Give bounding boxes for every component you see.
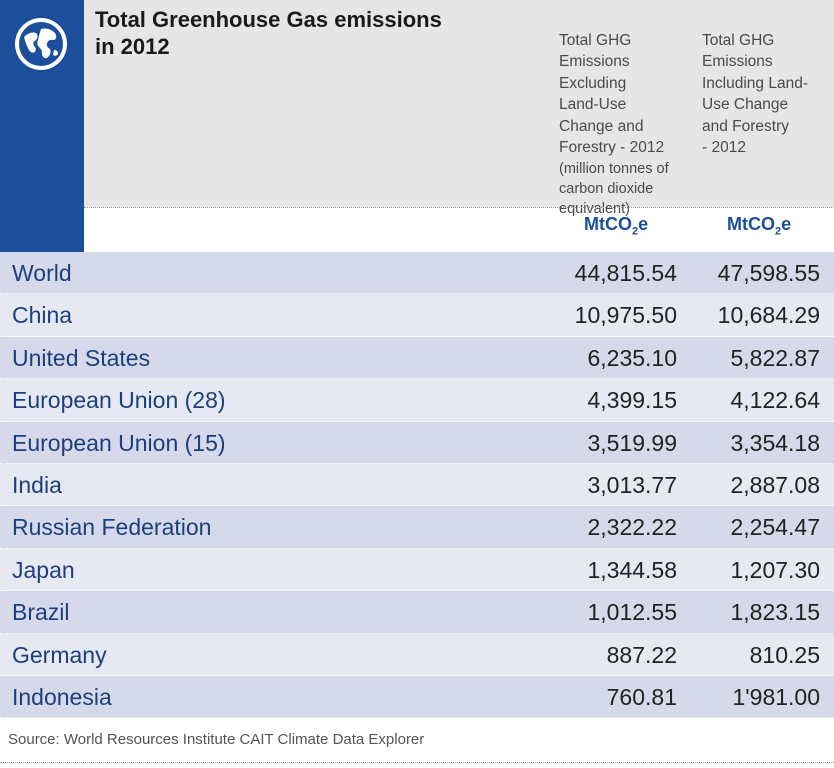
table-row: Indonesia 760.81 1'981.00 — [0, 675, 834, 719]
value-including-lucf: 3,354.18 — [730, 429, 820, 456]
value-including-lucf: 47,598.55 — [717, 260, 820, 286]
value-including-lucf: 5,822.87 — [730, 344, 820, 371]
table-header — [0, 0, 834, 207]
source-note: Source: World Resources Institute CAIT C… — [8, 731, 425, 748]
value-including-lucf: 10,684.29 — [717, 302, 820, 329]
value-including-lucf: 1,207.30 — [730, 556, 820, 583]
brand-bar — [0, 0, 84, 252]
table-row: World 44,815.54 47,598.55 — [0, 252, 834, 295]
table-row: Germany 887.22 810.25 — [0, 633, 834, 676]
country-name: Japan — [12, 556, 75, 583]
table-row: Russian Federation 2,322.22 2,254.47 — [0, 506, 834, 549]
country-name: European Union (15) — [12, 429, 226, 456]
country-name: India — [12, 471, 62, 498]
globe-icon — [15, 18, 67, 70]
table-row: China 10,975.50 10,684.29 — [0, 294, 834, 337]
value-excluding-lucf: 887.22 — [606, 641, 677, 668]
value-including-lucf: 1'981.00 — [732, 683, 820, 710]
value-excluding-lucf: 2,322.22 — [587, 514, 677, 541]
value-including-lucf: 1,823.15 — [730, 599, 820, 626]
value-excluding-lucf: 760.81 — [606, 683, 677, 710]
value-including-lucf: 810.25 — [749, 641, 820, 668]
table-row: Brazil 1,012.55 1,823.15 — [0, 591, 834, 634]
country-name: Germany — [12, 641, 107, 668]
country-name: European Union (28) — [12, 387, 226, 414]
country-name: China — [12, 302, 73, 329]
header-divider — [84, 207, 834, 208]
unit-label: MtCO2e — [584, 214, 649, 238]
table-row: Japan 1,344.58 1,207.30 — [0, 548, 834, 592]
column-heading-text: Total GHG Emissions Including Land- Use … — [702, 31, 808, 157]
country-name: Indonesia — [12, 683, 112, 710]
bottom-divider — [0, 762, 834, 763]
value-including-lucf: 2,887.08 — [730, 471, 820, 498]
value-including-lucf: 2,254.47 — [730, 514, 820, 541]
column-subheading: (million tonnes of carbon dioxide equiva… — [559, 160, 669, 217]
table-row: India 3,013.77 2,887.08 — [0, 463, 834, 507]
value-excluding-lucf: 1,344.58 — [587, 556, 677, 583]
column-header-excluding-lucf: Total GHG Emissions Excluding Land-Use C… — [559, 8, 687, 240]
country-name: United States — [12, 344, 151, 371]
value-excluding-lucf: 3,013.77 — [587, 471, 677, 498]
table-row: European Union (15) 3,519.99 3,354.18 — [0, 421, 834, 464]
value-excluding-lucf: 4,399.15 — [587, 387, 677, 414]
value-excluding-lucf: 44,815.54 — [574, 260, 677, 286]
value-including-lucf: 4,122.64 — [730, 387, 820, 414]
chart-title: Total Greenhouse Gas emissions in 2012 — [95, 7, 442, 59]
table-row: European Union (28) 4,399.15 4,122.64 — [0, 379, 834, 422]
country-name: Brazil — [12, 599, 70, 626]
data-table-body: World 44,815.54 47,598.55 China 10,975.50 10,… — [0, 252, 834, 719]
value-excluding-lucf: 1,012.55 — [587, 599, 677, 626]
value-excluding-lucf: 6,235.10 — [587, 344, 677, 371]
column-heading-text: Total GHG Emissions Excluding Land-Use C… — [559, 31, 665, 157]
value-excluding-lucf: 3,519.99 — [587, 429, 677, 456]
value-excluding-lucf: 10,975.50 — [574, 302, 677, 329]
table-row: United States 6,235.10 5,822.87 — [0, 336, 834, 380]
column-header-including-lucf: Total GHG Emissions Including Land- Use … — [702, 8, 830, 159]
country-name: Russian Federation — [12, 514, 212, 541]
country-name: World — [12, 260, 72, 286]
unit-label: MtCO2e — [727, 214, 792, 238]
